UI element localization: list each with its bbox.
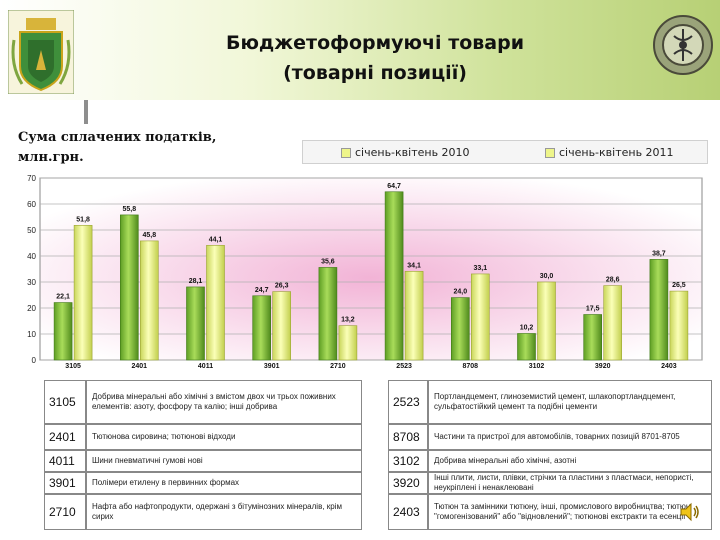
data-label: 24,0	[453, 289, 467, 296]
product-code: 8708	[388, 424, 428, 450]
x-tick-label: 2403	[661, 363, 677, 368]
y-axis-title: Сума сплачених податків, млн.грн.	[18, 128, 248, 168]
title-line-1: Бюджетоформуючі товари	[225, 32, 525, 54]
header-divider	[84, 100, 88, 124]
customs-emblem-icon	[653, 15, 713, 75]
data-label: 44,1	[209, 236, 223, 243]
data-label: 17,5	[586, 306, 600, 313]
data-label: 28,1	[189, 278, 203, 285]
data-label: 34,1	[407, 262, 421, 269]
product-description: Тютюнова сировина; тютюнові відходи	[86, 424, 362, 450]
y-axis-title-line-2: млн.грн.	[18, 150, 84, 165]
data-label: 22,1	[56, 294, 70, 301]
bar-2011	[272, 291, 291, 361]
data-label: 28,6	[606, 277, 620, 284]
bar-2011	[404, 271, 424, 361]
plot-area	[39, 177, 703, 361]
bar-2010	[186, 286, 205, 361]
x-tick-label: 2523	[396, 363, 412, 368]
bar-2011	[537, 281, 556, 361]
x-tick-label: 2401	[132, 363, 148, 368]
product-code: 3105	[44, 380, 86, 424]
bar-2011	[206, 245, 225, 361]
legend-swatch-2010	[341, 147, 351, 158]
data-label: 35,6	[321, 258, 335, 265]
speaker-icon[interactable]	[678, 500, 702, 524]
bar-2010	[53, 302, 73, 361]
legend-item-2011: січень-квітень 2011	[545, 146, 674, 159]
y-tick-label: 30	[27, 278, 36, 287]
y-tick-label: 20	[27, 304, 36, 313]
product-code: 2523	[388, 380, 428, 424]
bar-2010	[583, 314, 603, 361]
bar-2011	[470, 273, 490, 361]
data-label: 26,3	[275, 283, 289, 290]
data-label: 64,7	[387, 183, 401, 190]
product-description: Добрива мінеральні або хімічні, азотні	[428, 450, 712, 472]
data-label: 51,8	[76, 216, 90, 223]
bar-2010	[318, 267, 338, 361]
y-tick-label: 60	[27, 200, 36, 209]
bar-2011	[669, 290, 689, 361]
x-tick-label: 3920	[595, 363, 611, 368]
title-line-2: (товарні позиції)	[283, 62, 467, 84]
page-title: Бюджетоформуючі товари (товарні позиції)	[150, 28, 600, 88]
x-tick-label: 2710	[330, 363, 346, 368]
product-description: Добрива мінеральні або хімічні з вмістом…	[86, 380, 362, 424]
y-tick-label: 10	[27, 330, 36, 339]
legend-label-2011: січень-квітень 2011	[559, 146, 674, 159]
bar-2011	[140, 240, 159, 361]
legend-item-2010: січень-квітень 2010	[341, 146, 470, 159]
y-axis-title-line-1: Сума сплачених податків,	[18, 130, 217, 145]
product-description: Тютюн та замінники тютюну, інші, промисл…	[428, 494, 712, 530]
bar-2010	[120, 214, 139, 361]
bar-2010	[517, 333, 536, 361]
product-code: 3920	[388, 472, 428, 494]
product-description: Частини та пристрої для автомобілів, тов…	[428, 424, 712, 450]
data-label: 30,0	[540, 273, 554, 280]
chart-legend: січень-квітень 2010 січень-квітень 2011	[302, 140, 708, 164]
y-tick-label: 70	[27, 174, 36, 183]
x-tick-label: 8708	[463, 363, 479, 368]
product-description: Полімери етилену в первинних формах	[86, 472, 362, 494]
y-tick-label: 40	[27, 252, 36, 261]
data-label: 10,2	[520, 324, 534, 331]
legend-label-2010: січень-квітень 2010	[355, 146, 470, 159]
product-code: 2710	[44, 494, 86, 530]
bar-2011	[338, 325, 358, 361]
bar-2010	[450, 297, 470, 361]
x-tick-label: 3105	[65, 363, 81, 368]
bar-2010	[252, 295, 271, 361]
product-code: 4011	[44, 450, 86, 472]
y-tick-label: 50	[27, 226, 36, 235]
coat-of-arms-icon	[8, 10, 74, 94]
x-tick-label: 4011	[198, 363, 213, 368]
data-label: 26,5	[672, 282, 686, 289]
x-tick-label: 3102	[529, 363, 545, 368]
data-label: 55,8	[122, 206, 136, 213]
data-label: 38,7	[652, 250, 666, 257]
product-code: 3901	[44, 472, 86, 494]
data-label: 13,2	[341, 317, 355, 324]
product-code: 2403	[388, 494, 428, 530]
product-code: 3102	[388, 450, 428, 472]
product-description: Інші плити, листи, плівки, стрічки та пл…	[428, 472, 712, 494]
product-code: 2401	[44, 424, 86, 450]
x-tick-label: 3901	[264, 363, 280, 368]
product-description: Нафта або нафтопродукти, одержані з біту…	[86, 494, 362, 530]
data-label: 45,8	[142, 232, 156, 239]
data-label: 24,7	[255, 287, 269, 294]
bar-2010	[384, 191, 404, 361]
bar-2011	[73, 225, 93, 361]
product-description: Шини пневматичні гумові нові	[86, 450, 362, 472]
legend-swatch-2011	[545, 147, 555, 158]
y-tick-label: 0	[32, 356, 37, 365]
bar-2010	[649, 259, 669, 361]
slide-header: Бюджетоформуючі товари (товарні позиції)	[0, 0, 720, 100]
bar-2011	[603, 285, 623, 361]
bar-chart: 0 10 20 30 40 50 60 70 22,1 51,8 3105 55,8 45,8 2401…	[27, 174, 703, 368]
data-label: 33,1	[473, 265, 487, 272]
product-description: Портландцемент, глиноземистий цемент, шл…	[428, 380, 712, 424]
